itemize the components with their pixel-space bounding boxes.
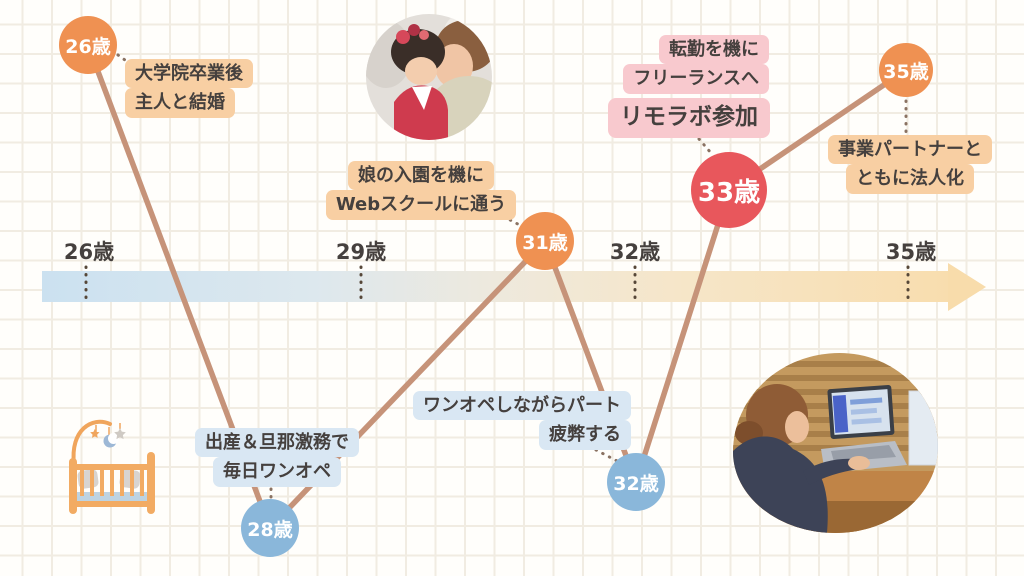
event-line: Webスクールに通う <box>325 190 517 220</box>
event-label-freelance: 転勤を機に フリーランスへ <box>623 35 769 94</box>
age-node-26: 26歳 <box>59 16 117 74</box>
axis-label-26: 26歳 <box>63 240 115 264</box>
age-node-28: 28歳 <box>241 499 299 557</box>
woman-working-on-laptop-photo <box>733 353 938 533</box>
event-line: 大学院卒業後 <box>125 59 253 89</box>
event-line: ともに法人化 <box>846 164 974 194</box>
event-label-childbirth: 出産＆旦那激務で 毎日ワンオペ <box>193 428 361 487</box>
event-line: 転勤を機に <box>659 35 769 65</box>
baby-crib-art <box>69 419 155 514</box>
event-label-incorporation: 事業パートナーと ともに法人化 <box>827 135 993 194</box>
event-label-web-school: 娘の入園を機に Webスクールに通う <box>325 161 517 220</box>
event-line: 出産＆旦那激務で <box>195 428 359 458</box>
event-label-marriage: 大学院卒業後 主人と結婚 <box>125 59 253 118</box>
event-label-remolab: リモラボ参加 <box>608 98 770 138</box>
age-node-31: 31歳 <box>516 212 574 270</box>
event-line: 娘の入園を機に <box>348 161 494 191</box>
timeline-bar <box>42 271 950 302</box>
woman-working-on-laptop-photo-art <box>733 353 938 533</box>
event-line: 主人と結婚 <box>125 88 235 118</box>
timeline-arrow-icon <box>948 263 986 311</box>
axis-label-32: 32歳 <box>609 240 661 264</box>
age-node-32: 32歳 <box>607 453 665 511</box>
age-node-35: 35歳 <box>879 43 933 97</box>
mother-and-child-photo-art <box>366 14 492 140</box>
event-line: ワンオペしながらパート <box>413 391 631 421</box>
axis-label-29: 29歳 <box>335 240 387 264</box>
event-line: 事業パートナーと <box>828 135 992 165</box>
mother-and-child-photo <box>366 14 492 140</box>
event-line: フリーランスへ <box>623 64 769 94</box>
baby-crib-illustration <box>58 408 166 516</box>
event-line: 毎日ワンオペ <box>213 457 341 487</box>
event-line: 疲弊する <box>539 420 631 450</box>
axis-label-35: 35歳 <box>885 240 937 264</box>
event-label-part-time: ワンオペしながらパート 疲弊する <box>405 391 631 450</box>
age-node-33: 33歳 <box>691 152 767 228</box>
event-line: リモラボ参加 <box>608 98 770 138</box>
